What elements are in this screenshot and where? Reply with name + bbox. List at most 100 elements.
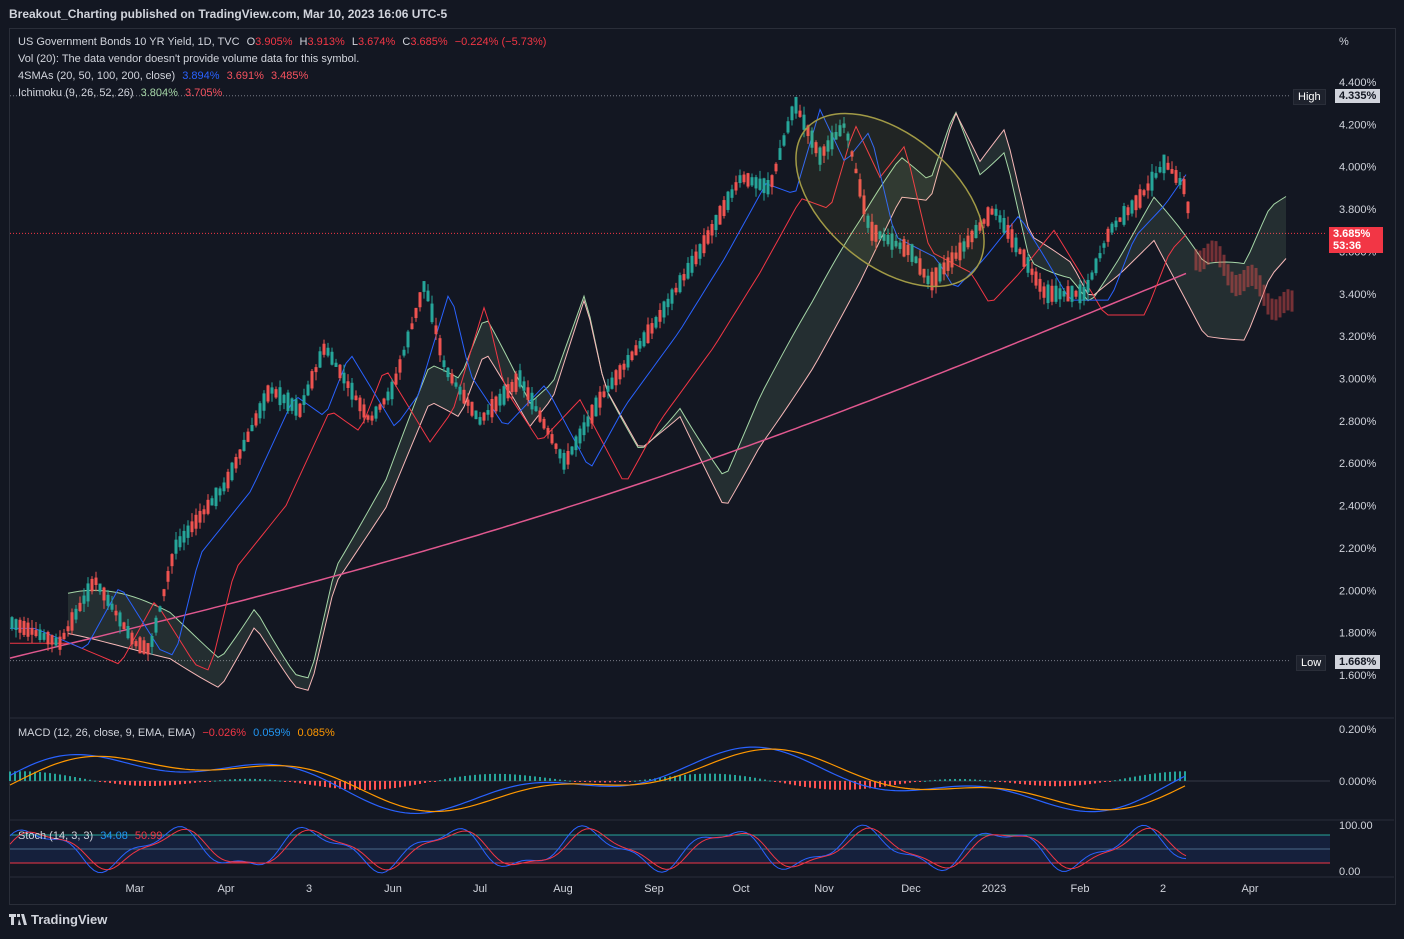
- candle-body: [1014, 237, 1018, 253]
- candle-body: [186, 525, 190, 538]
- time-tick: Apr: [1241, 883, 1258, 895]
- candle-body: [934, 267, 938, 287]
- candle-body: [614, 370, 618, 386]
- macd-histogram-bar: [594, 781, 596, 783]
- candle-body: [490, 398, 494, 418]
- macd-histogram-bar: [814, 781, 816, 789]
- candle-body: [166, 571, 170, 582]
- macd-histogram-bar: [1034, 781, 1036, 786]
- macd-histogram-bar: [934, 779, 936, 781]
- macd-histogram-bar: [724, 774, 726, 781]
- macd-histogram-bar: [689, 774, 691, 781]
- candle-body: [146, 643, 150, 655]
- candle-body: [890, 233, 894, 250]
- candle-body: [898, 242, 902, 249]
- candle-body: [574, 436, 578, 451]
- macd-histogram-bar: [264, 779, 266, 781]
- candle-body: [682, 274, 686, 281]
- last-price-label: 3.685% 53:36: [1329, 227, 1383, 253]
- macd-histogram-bar: [1154, 773, 1156, 781]
- candle-body: [270, 387, 274, 394]
- projection-bar: [1230, 271, 1234, 293]
- macd-histogram-bar: [239, 778, 241, 781]
- macd-histogram-bar: [344, 781, 346, 790]
- candle-body: [582, 422, 586, 436]
- candle-body: [406, 331, 410, 348]
- macd-histogram-bar: [1184, 771, 1186, 781]
- candle-body: [950, 252, 954, 268]
- macd-histogram-bar: [449, 778, 451, 781]
- candle-body: [74, 608, 78, 620]
- macd-histogram-bar: [1114, 780, 1116, 782]
- macd-histogram-bar: [309, 781, 311, 785]
- candle-body: [134, 641, 138, 647]
- projection-bar: [1238, 273, 1242, 296]
- candle-body: [750, 177, 754, 186]
- macd-histogram-bar: [994, 781, 996, 782]
- candle-body: [938, 263, 942, 282]
- macd-histogram-bar: [9, 771, 11, 781]
- macd-histogram-bar: [1069, 781, 1071, 786]
- macd-histogram-bar: [584, 781, 586, 782]
- candle-body: [1022, 249, 1026, 267]
- macd-histogram-bar: [124, 781, 126, 785]
- candle-body: [38, 629, 42, 640]
- candle-body: [1090, 272, 1094, 280]
- stoch-d-line: [9, 827, 1187, 871]
- macd-histogram-bar: [129, 781, 131, 786]
- candle-body: [554, 443, 558, 449]
- macd-histogram-bar: [134, 781, 136, 786]
- macd-histogram-bar: [54, 773, 56, 781]
- candle-body: [70, 612, 74, 631]
- macd-histogram-bar: [219, 780, 221, 782]
- macd-histogram-bar: [194, 781, 196, 783]
- macd-histogram-bar: [719, 773, 721, 781]
- candle-body: [290, 398, 294, 411]
- macd-histogram-bar: [1024, 781, 1026, 785]
- macd-histogram-bar: [324, 781, 326, 787]
- macd-histogram-bar: [289, 781, 291, 782]
- candle-body: [1138, 189, 1142, 208]
- macd-histogram-bar: [829, 781, 831, 790]
- candle-body: [182, 530, 186, 543]
- candle-body: [542, 418, 546, 429]
- candle-body: [874, 224, 878, 242]
- macd-histogram-bar: [799, 781, 801, 787]
- candle-body: [1074, 290, 1078, 297]
- macd-histogram-bar: [499, 773, 501, 781]
- candle-body: [170, 554, 174, 567]
- macd-histogram-bar: [14, 771, 16, 781]
- projection-bar: [1198, 250, 1202, 272]
- macd-histogram-bar: [1059, 781, 1061, 787]
- candle-body: [994, 208, 998, 216]
- candle-body: [718, 205, 722, 225]
- macd-histogram-bar: [929, 780, 931, 782]
- price-tick: 3.800%: [1339, 204, 1377, 216]
- macd-histogram-bar: [844, 781, 846, 790]
- macd-histogram-bar: [39, 772, 41, 781]
- candle-body: [1026, 257, 1030, 273]
- macd-histogram-bar: [604, 781, 606, 783]
- candle-body: [982, 219, 986, 224]
- macd-histogram-bar: [419, 781, 421, 784]
- candle-body: [882, 234, 886, 241]
- candle-body: [14, 619, 18, 630]
- macd-histogram-bar: [214, 780, 216, 782]
- candle-body: [386, 391, 390, 401]
- chart-area[interactable]: [9, 28, 1396, 905]
- candle-body: [358, 397, 362, 412]
- candle-body: [998, 215, 1002, 223]
- candle-body: [814, 142, 818, 154]
- ichimoku-cloud: [68, 112, 1286, 691]
- price-tick: 4.200%: [1339, 119, 1377, 131]
- candle-body: [62, 632, 66, 640]
- candle-body: [870, 221, 874, 241]
- macd-histogram-bar: [729, 774, 731, 781]
- candle-body: [926, 275, 930, 284]
- open-value: 3.905%: [255, 36, 293, 48]
- macd-histogram-bar: [49, 773, 51, 781]
- projection-bar: [1222, 254, 1226, 276]
- vol-legend: Vol (20): The data vendor doesn't provid…: [18, 53, 360, 65]
- price-tick: 2.800%: [1339, 416, 1377, 428]
